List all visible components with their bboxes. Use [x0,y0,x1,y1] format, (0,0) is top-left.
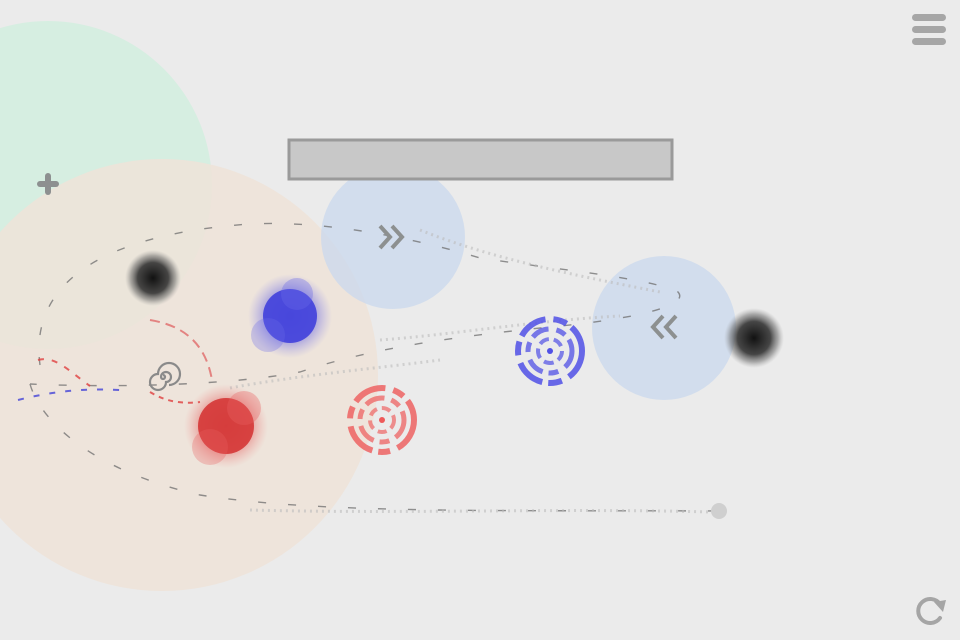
booster-zone-back [592,256,736,400]
hamburger-icon-line [912,38,946,45]
spiral-icon [148,361,182,392]
hamburger-icon [912,14,946,21]
double-chevron-right-icon [378,224,405,250]
trajectory-end-dot [711,503,727,519]
blue-portal [515,316,585,386]
restart-arrow-icon [916,597,946,625]
black-hole [125,250,181,306]
menu-button[interactable] [912,14,946,46]
restart-button[interactable] [910,590,950,630]
zoom-button[interactable] [34,170,62,198]
double-chevron-left-icon [650,314,678,340]
black-hole [724,308,784,368]
launch-streaks [17,319,213,404]
level-progress-bar [287,138,674,181]
red-portal [347,385,417,455]
booster-zone-forward [321,165,465,309]
red-player[interactable] [184,384,268,468]
plus-icon [37,173,59,195]
orbit-trajectory [29,222,721,512]
hamburger-icon-line [912,26,946,33]
faded-trail [229,228,713,514]
blue-player[interactable] [248,274,332,358]
peach-gravity-zone [0,159,378,591]
